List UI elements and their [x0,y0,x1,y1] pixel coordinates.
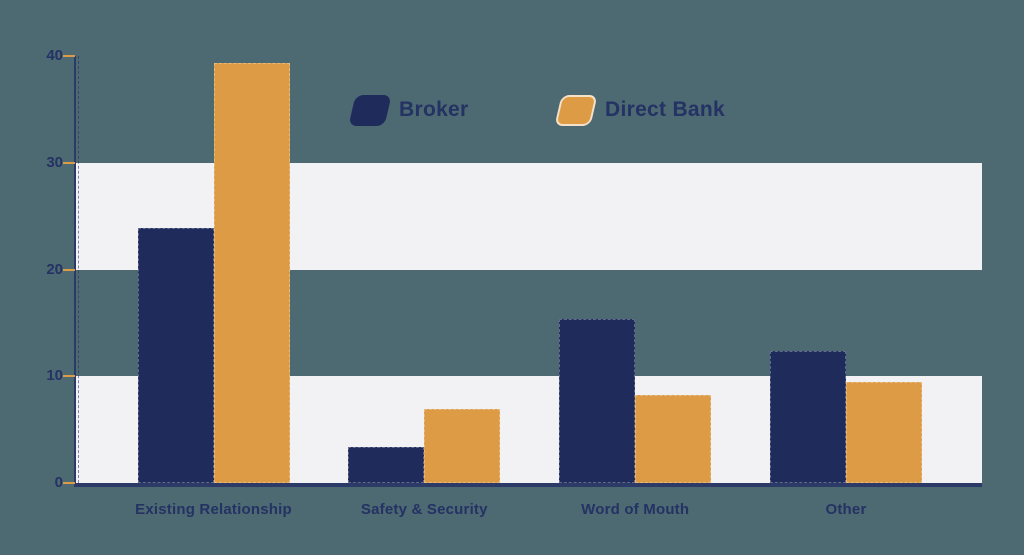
bar-broker-1 [348,446,425,483]
y-tick-label-0: 0 [54,474,63,491]
category-label-2: Word of Mouth [581,501,690,518]
y-tick-mark-0 [63,482,75,484]
y-tick-mark-10 [63,375,75,378]
y-tick-label-20: 20 [46,260,63,278]
y-tick-mark-40 [63,55,75,57]
category-label-0: Existing Relationship [135,501,292,518]
direct-bank-swatch-icon [554,94,598,126]
legend-item-broker: Broker [348,93,469,127]
legend-label-direct-bank: Direct Bank [605,98,726,121]
legend: Broker Direct Bank [0,93,1024,129]
broker-swatch-icon [348,94,392,126]
y-tick-mark-30 [63,161,75,164]
y-tick-label-40: 40 [46,47,63,64]
bar-direct-bank-3 [846,381,922,483]
bar-broker-0 [137,227,214,483]
y-axis-dashed-texture [78,56,79,483]
bar-broker-3 [770,350,846,483]
category-label-1: Safety & Security [360,501,488,518]
bar-direct-bank-2 [635,395,712,483]
category-label-3: Other [825,501,867,518]
bar-broker-2 [559,318,636,483]
bar-direct-bank-0 [213,63,290,483]
y-tick-mark-20 [63,268,75,271]
legend-item-direct-bank: Direct Bank [554,93,726,127]
y-tick-label-10: 10 [46,367,63,385]
x-axis-line [74,483,982,487]
y-tick-label-30: 30 [46,153,63,171]
y-axis-line [74,56,76,483]
bar-direct-bank-1 [424,409,501,483]
legend-label-broker: Broker [399,98,469,121]
